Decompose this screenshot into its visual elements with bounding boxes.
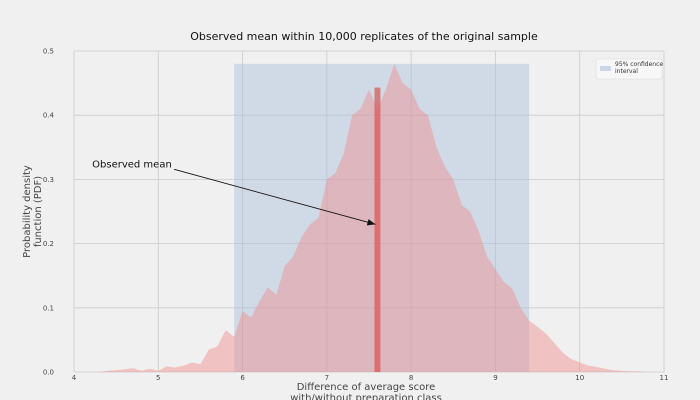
confidence-interval-rect (234, 63, 530, 373)
annotation-text: Observed mean (92, 159, 172, 170)
chart-title: Observed mean within 10,000 replicates o… (190, 30, 538, 43)
legend-label-line: 95% confidence (615, 61, 663, 68)
x-tick-label: 5 (156, 374, 160, 382)
y-tick-label: 0.4 (43, 112, 55, 120)
annotation-arrow-line (174, 168, 376, 225)
y-tick-label: 0.0 (43, 369, 54, 377)
legend-box (595, 58, 663, 80)
x-tick-label: 4 (72, 374, 77, 382)
y-tick-label: 0.2 (43, 240, 54, 248)
density-area (90, 63, 656, 373)
y-tick-label: 0.1 (43, 304, 54, 312)
x-axis-label-line: with/without preparation class (290, 393, 442, 400)
x-axis-label-line: Difference of average score (297, 382, 436, 393)
x-tick-label: 10 (575, 374, 584, 382)
y-axis-label: Probability density function (PDF) (22, 165, 44, 258)
observed-mean-bar (374, 87, 381, 373)
x-tick-label: 11 (660, 374, 669, 382)
x-tick-label: 7 (325, 374, 329, 382)
x-axis-label: Difference of average scorewith/without … (290, 382, 442, 400)
y-axis-label-line: function (PDF) (33, 176, 44, 247)
legend-swatch (600, 66, 611, 71)
x-tick-label: 8 (409, 374, 413, 382)
grid (73, 50, 665, 373)
legend-label-line: interval (615, 68, 638, 75)
x-tick-label: 9 (493, 374, 497, 382)
y-axis-label-line: Probability density (22, 165, 33, 258)
observed-mean-rect (374, 87, 381, 373)
y-tick-label: 0.5 (43, 48, 54, 56)
confidence-interval-band (234, 63, 530, 373)
observed-mean-annotation: Observed mean (92, 159, 376, 226)
x-axis-ticks: 4 5 6 7 8 9 10 11 (72, 374, 669, 382)
x-tick-label: 6 (240, 374, 245, 382)
density-area-path (90, 63, 656, 373)
y-tick-label: 0.3 (43, 176, 54, 184)
y-axis-ticks: 0.0 0.1 0.2 0.3 0.4 0.5 (43, 48, 55, 377)
annotation-arrow-head (366, 219, 376, 226)
